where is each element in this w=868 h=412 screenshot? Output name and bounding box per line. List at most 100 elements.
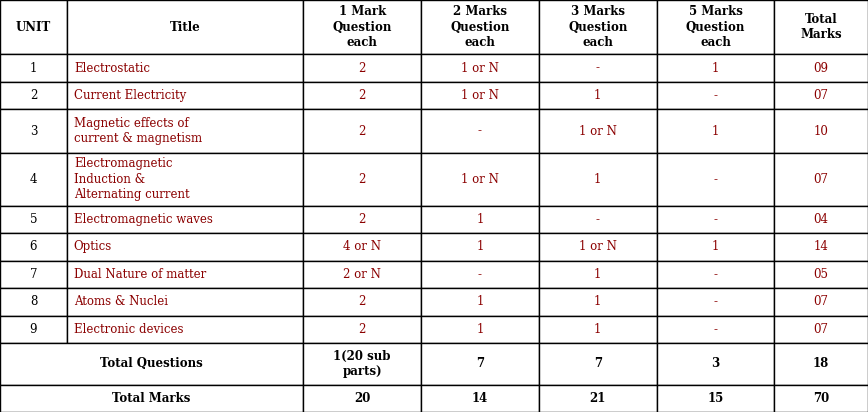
Text: UNIT: UNIT [16, 21, 51, 34]
Text: 1 or N: 1 or N [461, 62, 499, 75]
Text: -: - [713, 213, 718, 226]
Text: -: - [713, 173, 718, 186]
Bar [539, 316, 656, 343]
Bar [0, 153, 67, 206]
Text: 2: 2 [358, 323, 366, 336]
Bar [656, 0, 774, 54]
Text: 1: 1 [477, 295, 483, 308]
Text: Title: Title [170, 21, 201, 34]
Text: 1 Mark
Question
each: 1 Mark Question each [332, 5, 391, 49]
Bar [303, 153, 421, 206]
Text: -: - [713, 268, 718, 281]
Bar [0, 109, 67, 153]
Text: 2: 2 [358, 62, 366, 75]
Text: 1: 1 [477, 323, 483, 336]
Text: 3 Marks
Question
each: 3 Marks Question each [568, 5, 628, 49]
Text: 1(20 sub
parts): 1(20 sub parts) [333, 349, 391, 378]
Text: -: - [478, 268, 482, 281]
Bar [67, 261, 303, 288]
Text: 7: 7 [30, 268, 37, 281]
Bar [303, 384, 421, 412]
Bar [0, 0, 67, 54]
Bar [774, 343, 868, 384]
Text: 1: 1 [712, 62, 720, 75]
Text: 10: 10 [813, 124, 829, 138]
Bar [421, 384, 539, 412]
Bar [774, 54, 868, 82]
Text: 2 or N: 2 or N [343, 268, 381, 281]
Bar [0, 261, 67, 288]
Bar [0, 54, 67, 82]
Text: 18: 18 [813, 357, 829, 370]
Bar [421, 233, 539, 261]
Bar [421, 261, 539, 288]
Bar [421, 206, 539, 233]
Text: 6: 6 [30, 241, 37, 253]
Bar [67, 153, 303, 206]
Text: Electrostatic: Electrostatic [74, 62, 150, 75]
Text: 2 Marks
Question
each: 2 Marks Question each [450, 5, 510, 49]
Bar [421, 316, 539, 343]
Text: 2: 2 [358, 295, 366, 308]
Bar [0, 233, 67, 261]
Bar [421, 0, 539, 54]
Text: 20: 20 [354, 392, 371, 405]
Bar [421, 109, 539, 153]
Text: 1 or N: 1 or N [579, 241, 616, 253]
Text: 9: 9 [30, 323, 37, 336]
Text: 1: 1 [594, 173, 602, 186]
Text: 1: 1 [712, 124, 720, 138]
Bar [421, 82, 539, 109]
Bar [303, 206, 421, 233]
Text: Total Marks: Total Marks [113, 392, 191, 405]
Text: 1 or N: 1 or N [461, 173, 499, 186]
Bar [774, 261, 868, 288]
Bar [656, 384, 774, 412]
Text: 1: 1 [594, 323, 602, 336]
Bar [303, 0, 421, 54]
Bar [0, 343, 303, 384]
Text: 3: 3 [712, 357, 720, 370]
Bar [774, 233, 868, 261]
Bar [774, 288, 868, 316]
Text: 14: 14 [472, 392, 488, 405]
Text: 15: 15 [707, 392, 724, 405]
Text: 4: 4 [30, 173, 37, 186]
Text: 21: 21 [589, 392, 606, 405]
Bar [656, 109, 774, 153]
Bar [67, 109, 303, 153]
Text: 70: 70 [813, 392, 829, 405]
Text: 1: 1 [594, 89, 602, 102]
Text: Current Electricity: Current Electricity [74, 89, 186, 102]
Text: 09: 09 [813, 62, 829, 75]
Text: Electronic devices: Electronic devices [74, 323, 183, 336]
Bar [539, 153, 656, 206]
Bar [539, 82, 656, 109]
Bar [0, 384, 303, 412]
Bar [0, 82, 67, 109]
Text: 8: 8 [30, 295, 37, 308]
Bar [67, 233, 303, 261]
Bar [656, 261, 774, 288]
Bar [539, 233, 656, 261]
Text: Electromagnetic
Induction &
Alternating current: Electromagnetic Induction & Alternating … [74, 157, 189, 201]
Text: 1 or N: 1 or N [579, 124, 616, 138]
Bar [774, 109, 868, 153]
Bar [67, 206, 303, 233]
Bar [303, 109, 421, 153]
Bar [303, 261, 421, 288]
Bar [656, 233, 774, 261]
Bar [539, 0, 656, 54]
Text: 4 or N: 4 or N [343, 241, 381, 253]
Bar [67, 0, 303, 54]
Text: 04: 04 [813, 213, 829, 226]
Bar [774, 0, 868, 54]
Bar [67, 82, 303, 109]
Bar [67, 288, 303, 316]
Bar [303, 343, 421, 384]
Text: Total
Marks: Total Marks [800, 13, 842, 42]
Text: 1 or N: 1 or N [461, 89, 499, 102]
Bar [539, 206, 656, 233]
Bar [421, 288, 539, 316]
Bar [774, 384, 868, 412]
